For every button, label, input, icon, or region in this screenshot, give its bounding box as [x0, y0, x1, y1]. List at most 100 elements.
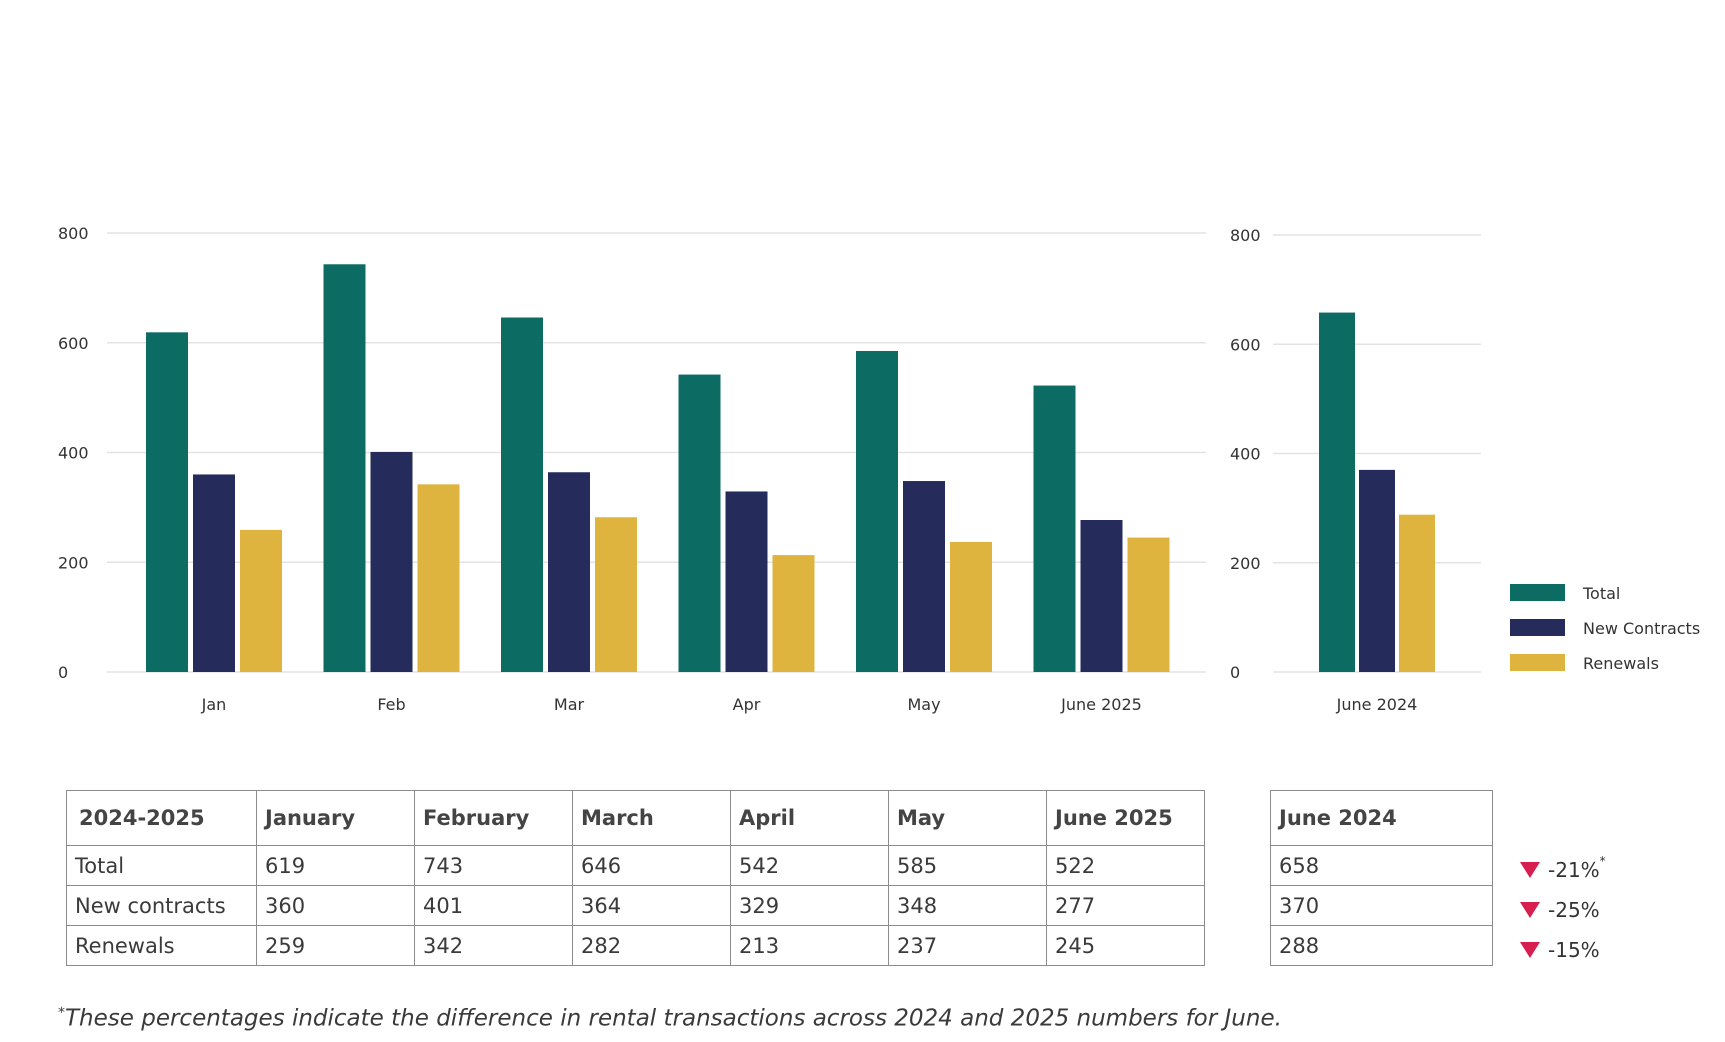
- bar-new-contracts: [548, 472, 590, 672]
- bar-renewals: [1127, 537, 1170, 672]
- table-cell: 585: [888, 845, 1047, 886]
- legend-swatch: [1510, 619, 1565, 636]
- footnote: *These percentages indicate the differen…: [58, 1005, 1282, 1032]
- change-value: -25%: [1548, 898, 1600, 922]
- y-tick-label: 800: [58, 224, 89, 243]
- table-cell: 743: [414, 845, 573, 886]
- bar-total: [856, 350, 898, 672]
- bar-total: [146, 332, 188, 672]
- y-tick-label: 200: [1230, 554, 1261, 573]
- bar-total: [323, 264, 366, 672]
- down-triangle-icon: [1520, 942, 1540, 958]
- y-tick-label: 400: [58, 444, 89, 463]
- bar-new-contracts: [370, 451, 413, 672]
- bar-new-contracts: [903, 481, 945, 672]
- change-total: -21% *: [1520, 850, 1606, 890]
- x-tick-label: June 2024: [1336, 695, 1418, 714]
- table-header-cell: June 2025: [1046, 790, 1205, 846]
- change-value: -21%: [1548, 858, 1600, 882]
- june-2024-table: June 2024 658 370 288: [1270, 790, 1493, 966]
- y-tick-label: 200: [58, 553, 89, 572]
- table-header-cell: June 2024: [1270, 790, 1493, 846]
- table-cell: 658: [1270, 845, 1493, 886]
- change-new-contracts: -25%: [1520, 890, 1600, 930]
- june-2024-bar-chart: 0 200 400 600 800 June 2024: [1230, 226, 1481, 714]
- bar-new-contracts: [725, 491, 768, 672]
- bar-total: [1319, 312, 1355, 672]
- table-row: Renewals 259 342 282 213 237 245: [66, 925, 1205, 966]
- y-tick-label: 400: [1230, 445, 1261, 464]
- bar-renewals: [595, 517, 637, 672]
- table-header-cell: 2024-2025: [66, 790, 257, 846]
- table-header-cell: March: [572, 790, 731, 846]
- legend-swatch: [1510, 654, 1565, 671]
- table-header-row: June 2024: [1270, 790, 1493, 846]
- bar-total: [678, 374, 721, 672]
- bar-new-contracts: [1080, 519, 1123, 672]
- x-tick-label: Apr: [733, 695, 761, 714]
- table-row: 658: [1270, 845, 1493, 886]
- monthly-data-table: 2024-2025 January February March April M…: [66, 790, 1205, 966]
- legend-label: New Contracts: [1583, 619, 1700, 638]
- bar-renewals: [240, 529, 282, 672]
- footnote-marker: *: [58, 1005, 65, 1021]
- table-cell: 348: [888, 885, 1047, 926]
- table-cell: 401: [414, 885, 573, 926]
- table-cell: 329: [730, 885, 889, 926]
- bar-renewals: [772, 555, 815, 672]
- table-cell: 619: [256, 845, 415, 886]
- table-cell: 277: [1046, 885, 1205, 926]
- table-header-cell: April: [730, 790, 889, 846]
- row-label: Renewals: [66, 925, 257, 966]
- row-label: New contracts: [66, 885, 257, 926]
- table-cell: 342: [414, 925, 573, 966]
- y-tick-label: 800: [1230, 226, 1261, 245]
- table-header-cell: February: [414, 790, 573, 846]
- table-cell: 245: [1046, 925, 1205, 966]
- bar-new-contracts: [1359, 469, 1395, 672]
- x-tick-label: June 2025: [1060, 695, 1142, 714]
- down-triangle-icon: [1520, 902, 1540, 918]
- table-row: New contracts 360 401 364 329 348 277: [66, 885, 1205, 926]
- legend-swatch: [1510, 584, 1565, 601]
- bar-total: [1033, 385, 1076, 672]
- row-label: Total: [66, 845, 257, 886]
- bar-renewals: [1399, 514, 1435, 672]
- chart-legend: Total New Contracts Renewals: [1510, 584, 1700, 673]
- y-tick-label: 600: [1230, 335, 1261, 354]
- y-tick-label: 0: [1230, 663, 1240, 682]
- x-tick-label: Feb: [377, 695, 405, 714]
- bar-new-contracts: [193, 474, 235, 672]
- legend-label: Total: [1582, 584, 1620, 603]
- table-cell: 259: [256, 925, 415, 966]
- table-cell: 370: [1270, 885, 1493, 926]
- table-cell: 237: [888, 925, 1047, 966]
- table-cell: 282: [572, 925, 731, 966]
- table-row: 370: [1270, 885, 1493, 926]
- table-cell: 364: [572, 885, 731, 926]
- footnote-marker: *: [1599, 854, 1606, 868]
- table-header-cell: May: [888, 790, 1047, 846]
- charts-area: 0 200 400 600 800 Jan Feb Mar Apr May June 2025 0 2…: [58, 224, 1700, 714]
- table-cell: 288: [1270, 925, 1493, 966]
- main-bar-chart: 0 200 400 600 800 Jan Feb Mar Apr May June 2025: [58, 224, 1206, 714]
- x-tick-label: Mar: [554, 695, 585, 714]
- bar-renewals: [950, 541, 992, 672]
- footnote-text: These percentages indicate the differenc…: [65, 1005, 1282, 1032]
- bar-total: [501, 317, 543, 672]
- table-cell: 213: [730, 925, 889, 966]
- change-renewals: -15%: [1520, 930, 1600, 970]
- y-tick-label: 0: [58, 663, 68, 682]
- legend-label: Renewals: [1583, 654, 1659, 673]
- table-cell: 542: [730, 845, 889, 886]
- x-tick-label: May: [907, 695, 940, 714]
- change-value: -15%: [1548, 938, 1600, 962]
- table-row: Total 619 743 646 542 585 522: [66, 845, 1205, 886]
- table-cell: 360: [256, 885, 415, 926]
- table-cell: 522: [1046, 845, 1205, 886]
- table-cell: 646: [572, 845, 731, 886]
- table-header-cell: January: [256, 790, 415, 846]
- down-triangle-icon: [1520, 862, 1540, 878]
- table-header-row: 2024-2025 January February March April M…: [66, 790, 1205, 846]
- y-tick-label: 600: [58, 334, 89, 353]
